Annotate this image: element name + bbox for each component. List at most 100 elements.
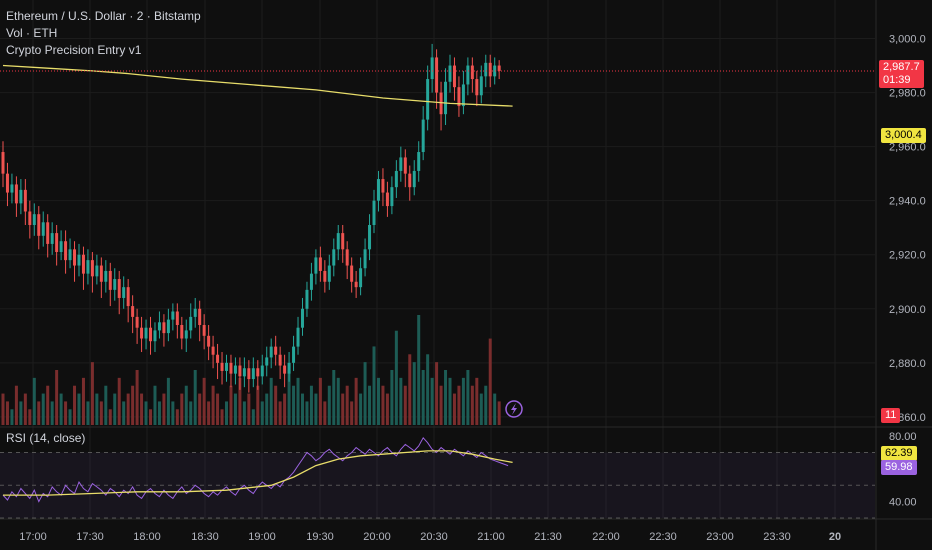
candle-body	[403, 157, 407, 174]
candle-body	[225, 362, 228, 371]
volume-bar	[497, 401, 501, 425]
volume-bar	[86, 401, 90, 425]
volume-bar	[484, 385, 488, 425]
volume-bar	[32, 377, 36, 425]
candle-body	[305, 289, 309, 309]
candle-body	[265, 357, 269, 366]
time-tick-label: 17:00	[19, 531, 47, 543]
ma-value-tag: 3,000.4	[881, 128, 926, 143]
candle-body	[363, 249, 367, 269]
volume-bar	[363, 362, 367, 425]
candle-body	[149, 327, 153, 342]
volume-bar	[225, 401, 228, 425]
candle-body	[229, 362, 233, 374]
volume-bar	[117, 377, 121, 425]
candle-body	[46, 222, 50, 244]
volume-bar	[1, 393, 5, 425]
volume-bar	[5, 401, 9, 425]
price-tick-label: 2,900.0	[889, 304, 926, 316]
volume-bar	[376, 377, 380, 425]
candle-body	[135, 316, 139, 328]
rsi-legend[interactable]: RSI (14, close)	[6, 431, 86, 445]
candle-body	[99, 265, 103, 282]
rsi-tick-label: 80.00	[889, 431, 917, 443]
volume-bar	[171, 401, 175, 425]
ma-line-group	[0, 64, 876, 418]
candle-body	[394, 170, 398, 188]
candle-body	[256, 368, 260, 377]
candle-body	[488, 62, 492, 77]
candle-body	[171, 311, 175, 320]
volume-bar	[23, 393, 27, 425]
volume-bar	[381, 385, 385, 425]
volume-bar	[207, 401, 211, 425]
candle-body	[385, 192, 389, 207]
volume-bar	[242, 401, 246, 425]
volume-bar	[336, 377, 340, 425]
indicator-legend[interactable]: Crypto Precision Entry v1	[6, 43, 142, 57]
time-tick-label: 21:00	[477, 531, 505, 543]
candle-body	[216, 354, 220, 363]
candle-body	[242, 368, 246, 377]
lightning-icon[interactable]	[505, 400, 523, 418]
volume-bar	[175, 409, 179, 425]
candle-body	[296, 327, 300, 347]
candle-body	[390, 187, 394, 207]
candle-body	[202, 325, 206, 336]
rsi-ma-line	[3, 450, 513, 496]
candle-body	[314, 257, 318, 274]
candle-body	[439, 92, 443, 115]
candle-body	[318, 257, 322, 271]
volume-bar	[135, 370, 139, 425]
volume-bar	[233, 393, 237, 425]
volume-bar	[448, 377, 452, 425]
time-tick-label: 23:30	[763, 531, 791, 543]
time-tick-label: 19:00	[248, 531, 276, 543]
candle-body	[55, 233, 59, 253]
price-tick-label: 2,940.0	[889, 196, 926, 208]
volume-bar	[28, 409, 32, 425]
volume-bar	[189, 401, 193, 425]
candle-body	[1, 152, 5, 174]
candle-body	[238, 365, 242, 377]
volume-bar	[439, 385, 443, 425]
candle-body	[497, 65, 501, 71]
candle-body	[287, 362, 291, 374]
candle-body	[452, 65, 456, 88]
symbol-title[interactable]: Ethereum / U.S. Dollar · 2 · Bitstamp	[6, 9, 201, 23]
candle-body	[77, 254, 81, 266]
volume-bar	[296, 377, 300, 425]
price-tick-label: 2,920.0	[889, 250, 926, 262]
volume-legend[interactable]: Vol · ETH	[6, 26, 58, 40]
candle-body	[184, 330, 188, 339]
candle-body	[162, 322, 166, 334]
candle-body	[412, 170, 416, 188]
volume-bar	[229, 385, 233, 425]
candle-body	[207, 335, 211, 347]
volume-bar	[41, 393, 45, 425]
last-price-value: 2,987.7	[883, 61, 920, 73]
candle-body	[104, 270, 108, 282]
volume-bar	[466, 370, 470, 425]
volume-bar	[256, 385, 260, 425]
candle-body	[341, 233, 345, 250]
volume-bar	[211, 385, 215, 425]
volume-bar	[399, 377, 403, 425]
candle-body	[376, 179, 380, 201]
volume-bar	[99, 401, 103, 425]
volume-bar	[309, 385, 313, 425]
volume-bar	[202, 377, 206, 425]
candle-body	[323, 270, 327, 282]
candle-body	[430, 57, 434, 80]
candle-body	[32, 214, 36, 225]
candles	[1, 43, 501, 393]
volume-bar	[14, 385, 18, 425]
candle-body	[14, 184, 18, 204]
candle-body	[327, 265, 331, 282]
volume-bar	[470, 385, 474, 425]
candle-body	[345, 249, 349, 266]
volume-bar	[198, 393, 202, 425]
candle-body	[368, 225, 372, 250]
